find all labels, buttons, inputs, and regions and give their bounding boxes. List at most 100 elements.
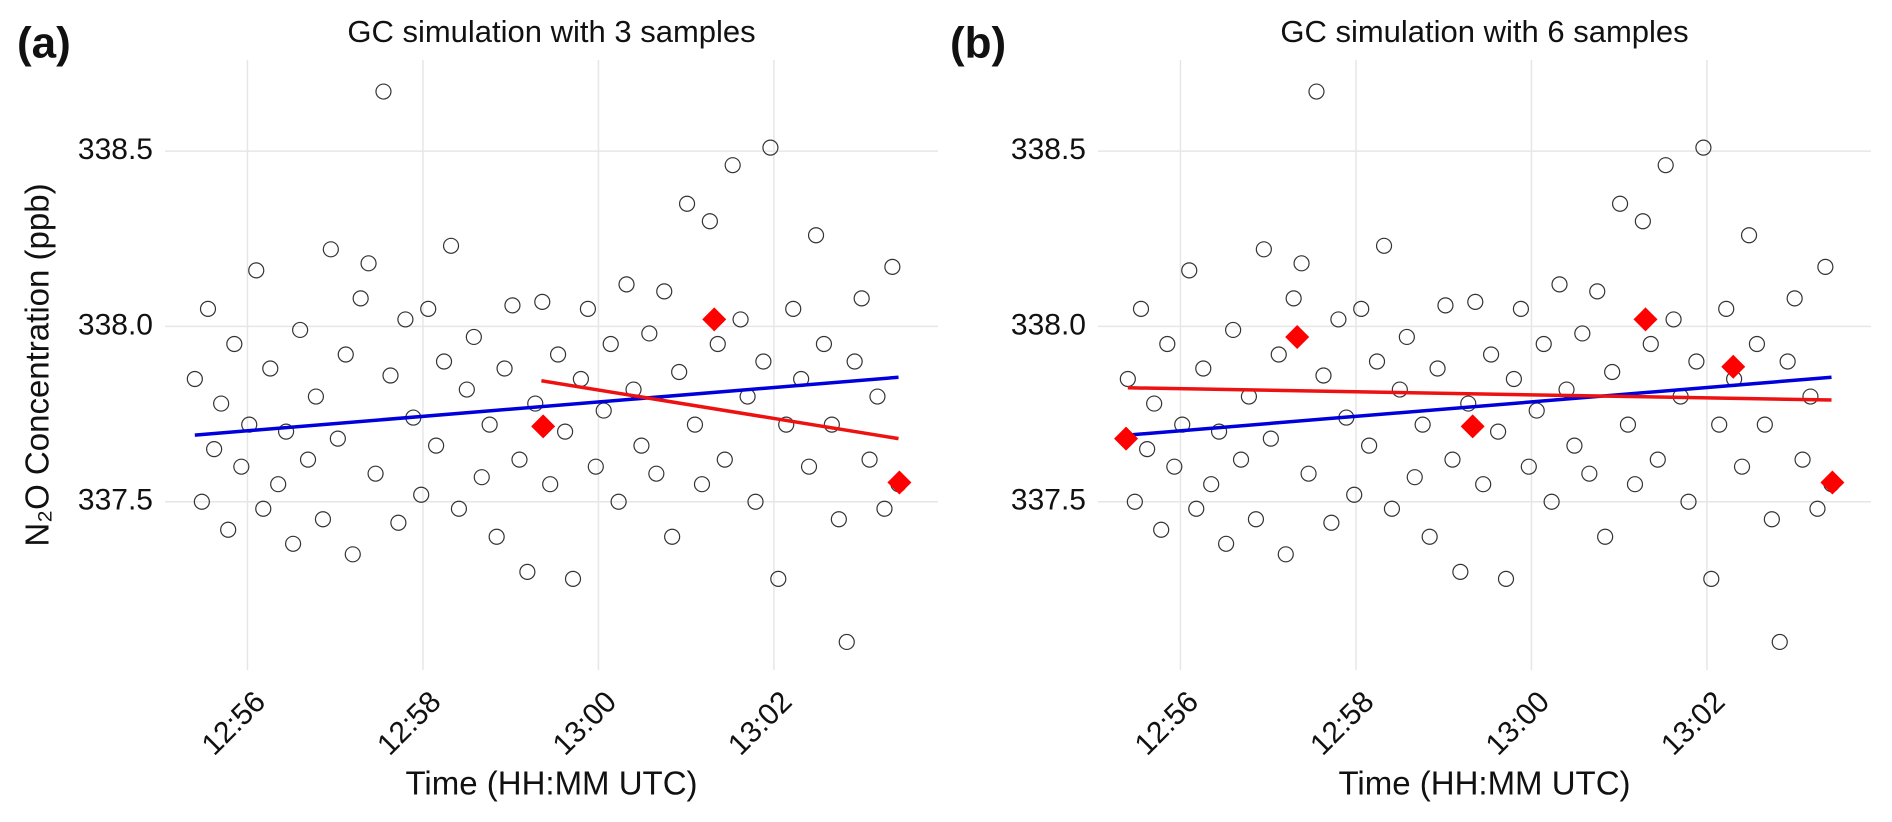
data-point [527, 395, 544, 412]
data-point [884, 258, 901, 275]
data-point [678, 195, 696, 212]
data-point [633, 437, 650, 454]
data-point [671, 363, 688, 381]
data-point [830, 511, 847, 528]
data-point [1703, 570, 1720, 587]
data-point [360, 255, 377, 272]
data-point [1520, 458, 1537, 475]
data-point [1611, 195, 1629, 212]
data-point [556, 423, 574, 440]
data-point [876, 500, 893, 517]
data-point [732, 311, 749, 328]
sample-marker [1633, 307, 1658, 332]
data-point [1159, 335, 1176, 353]
data-point [1391, 381, 1408, 398]
data-point [337, 346, 354, 363]
data-point [1293, 255, 1310, 272]
data-point [693, 476, 711, 493]
data-point [1604, 363, 1621, 381]
data-point [815, 335, 833, 353]
data-point [1460, 395, 1477, 412]
data-point [1551, 276, 1568, 293]
data-point [1126, 493, 1143, 510]
data-point [1255, 241, 1272, 258]
data-point [853, 290, 870, 307]
data-point [1786, 290, 1803, 307]
data-point [1482, 346, 1500, 363]
y-tick-label: 338.0 [1011, 308, 1086, 341]
data-point [686, 416, 704, 433]
data-point [1188, 500, 1205, 517]
data-point [1437, 297, 1454, 314]
fit-line [1127, 375, 1832, 437]
data-point [1406, 469, 1423, 486]
x-tick-label: 13:00 [547, 685, 623, 761]
data-point [1657, 157, 1674, 174]
data-point [473, 469, 490, 486]
data-point [1203, 476, 1220, 493]
data-point [488, 528, 505, 545]
sample-marker [1721, 354, 1746, 379]
fit-line [541, 379, 899, 441]
data-point [587, 458, 604, 475]
data-point [248, 262, 265, 279]
data-point [1375, 237, 1393, 254]
data-point [262, 360, 279, 377]
panel: 337.5 338.0 338.5 12:56 12:58 13:00 13:02 (a) GC… [17, 14, 938, 802]
data-point [511, 451, 528, 468]
data-point [1649, 451, 1666, 468]
data-point [1512, 300, 1530, 318]
x-axis-title: Time (HH:MM UTC) [1338, 765, 1630, 802]
data-point [226, 335, 243, 353]
data-point [800, 458, 818, 475]
sample-marker [702, 307, 727, 332]
data-point [1589, 283, 1606, 300]
data-point [1323, 514, 1340, 531]
data-point [664, 528, 681, 545]
data-point [1361, 437, 1378, 454]
data-point [1210, 423, 1228, 440]
data-point [1247, 511, 1265, 528]
data-point [382, 367, 399, 384]
data-point [375, 83, 392, 100]
data-point [1634, 213, 1651, 230]
x-tick-label: 12:58 [371, 685, 447, 761]
data-point [716, 451, 733, 468]
data-point [322, 241, 339, 258]
data-point [1756, 416, 1773, 433]
data-point [496, 360, 513, 377]
fit-line [194, 375, 899, 437]
sample-marker [531, 414, 556, 439]
data-point [1452, 563, 1469, 580]
data-point [770, 570, 787, 587]
data-point [206, 441, 223, 458]
data-point [1166, 458, 1183, 475]
x-tick-label: 12:58 [1304, 685, 1380, 761]
data-point [1467, 293, 1484, 310]
data-point [1688, 353, 1705, 370]
data-point [390, 514, 407, 531]
data-point [1398, 328, 1415, 346]
data-point [1277, 546, 1294, 563]
data-point [755, 353, 772, 370]
data-point [564, 570, 582, 587]
data-point [314, 511, 332, 528]
data-point [1353, 300, 1370, 318]
x-tick-label: 13:02 [1655, 685, 1731, 761]
sample-marker [887, 470, 912, 495]
data-point [1308, 83, 1325, 100]
data-point [1270, 346, 1287, 363]
data-point [292, 321, 309, 339]
data-point [618, 276, 635, 293]
data-point [1181, 262, 1198, 279]
data-point [549, 346, 567, 363]
data-point [1794, 451, 1811, 468]
data-point [542, 476, 559, 493]
data-point [1718, 300, 1735, 318]
data-point [656, 283, 673, 300]
data-point [1368, 353, 1386, 370]
data-point [602, 335, 619, 353]
data-point [1695, 139, 1712, 156]
data-point [1543, 493, 1560, 510]
data-point [762, 139, 779, 156]
